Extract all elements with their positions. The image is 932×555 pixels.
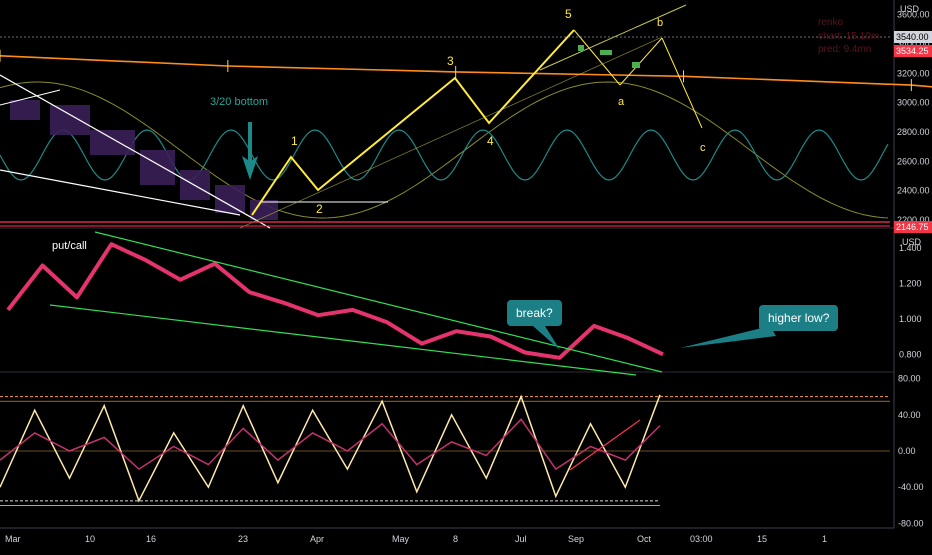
x-tick-7: Jul [515, 534, 527, 544]
wave-label-4: 4 [487, 134, 494, 148]
x-tick-8: Sep [568, 534, 584, 544]
overlay-line-1: renko [818, 17, 843, 28]
price-tick-1: 3200.00 [897, 68, 930, 78]
price-line [0, 55, 932, 88]
wave-label-5: 5 [565, 7, 572, 21]
putcall-tick-1: 1.200 [899, 278, 922, 288]
osc-tick-1: 40.00 [898, 410, 921, 420]
x-tick-10: 03:00 [690, 534, 713, 544]
renko-box-1 [50, 105, 90, 135]
green-box-3 [632, 62, 640, 68]
cycle-slow-line [0, 81, 889, 219]
price-badge-bg-current [894, 45, 932, 57]
wave-label-3: 3 [447, 54, 454, 68]
wave-a-line [573, 29, 621, 86]
x-tick-1: 10 [85, 534, 95, 544]
putcall-label: put/call [52, 240, 87, 252]
price-pane [0, 4, 932, 229]
x-tick-6: 8 [453, 534, 458, 544]
putcall-line [6, 242, 664, 360]
callout-higher-low-pointer [680, 326, 776, 348]
wave-label-2: 2 [316, 202, 323, 216]
green-box-2 [600, 50, 612, 55]
cycle-fast-line [0, 129, 889, 181]
osc-fast-line [0, 394, 661, 503]
price-badge-bg-support [894, 221, 932, 233]
oscillator-pane [0, 394, 890, 506]
osc-slow-line [0, 418, 661, 471]
putcall-channel-upper [94, 231, 663, 373]
axes-layer: 3400.00 3200.00 3000.00 2800.00 2600.00 2400.… [5, 4, 932, 544]
callout-higher-low: higher low? [759, 305, 839, 331]
annotation-bottom: 3/20 bottom [210, 96, 268, 108]
putcall-tick-2: 1.000 [899, 314, 922, 324]
wave-label-b: b [657, 17, 663, 29]
x-tick-3: 23 [238, 534, 248, 544]
callout-break-text: break? [516, 306, 553, 320]
renko-box-0 [10, 100, 40, 120]
wedge-lower-line [0, 169, 241, 216]
overlay-line-3: pred: 9.4mn [818, 44, 871, 55]
currency-top: USD [900, 4, 920, 14]
price-tick-2: 3000.00 [897, 98, 930, 108]
price-tick-0: 3400.00 [897, 39, 930, 49]
putcall-tick-3: 0.800 [899, 349, 922, 359]
osc-tick-2: 0.00 [898, 446, 916, 456]
currency-mid: USD [902, 237, 922, 247]
wave-c-projection-line [661, 37, 703, 129]
x-tick-9: Oct [637, 534, 652, 544]
callout-break: break? [507, 300, 562, 326]
renko-box-3 [140, 150, 175, 185]
x-tick-4: Apr [310, 534, 324, 544]
x-tick-11: 15 [757, 534, 767, 544]
x-tick-5: May [392, 534, 410, 544]
wave-label-a: a [618, 96, 625, 108]
putcall-tick-0: 1.400 [899, 243, 922, 253]
osc-tick-0: 80.00 [898, 374, 921, 384]
overlay-line-2: chart: 15.10m [818, 31, 879, 42]
osc-tick-3: -40.00 [898, 482, 924, 492]
price-tick-4: 2600.00 [897, 156, 930, 166]
price-badge-bg-last [894, 31, 932, 43]
trend-small-line [0, 89, 61, 106]
bottom-arrow [242, 122, 258, 180]
elliott-wave-line [251, 29, 575, 216]
callout-higher-low-text: higher low? [768, 311, 830, 325]
price-badge-current: 3534.25 [896, 46, 929, 56]
putcall-channel-lower [49, 304, 637, 376]
price-badge-last: 3540.00 [896, 32, 929, 42]
price-tick-6: 3600.00 [897, 10, 930, 20]
price-tick-3: 2800.00 [897, 127, 930, 137]
putcall-pane [6, 231, 776, 376]
x-tick-12: 1 [822, 534, 827, 544]
osc-tick-4: -80.00 [898, 518, 924, 528]
callout-break-pointer [533, 326, 560, 350]
lower-channel-line [239, 37, 661, 229]
renko-box-2 [90, 130, 135, 155]
osc-red-trendline [569, 419, 641, 471]
wave-label-c: c [700, 142, 706, 154]
wedge-upper-line [0, 74, 271, 229]
price-badge-support: 2146.75 [896, 222, 929, 232]
price-tick-5: 2400.00 [897, 186, 930, 196]
upper-channel-line [539, 4, 687, 71]
x-tick-0: Mar [5, 534, 21, 544]
renko-box-6 [250, 200, 278, 220]
green-box-1 [578, 45, 584, 51]
wave-b-line [619, 37, 663, 86]
price-tick-7: 2200.00 [897, 215, 930, 225]
x-tick-2: 16 [146, 534, 156, 544]
wave-label-1: 1 [291, 134, 298, 148]
